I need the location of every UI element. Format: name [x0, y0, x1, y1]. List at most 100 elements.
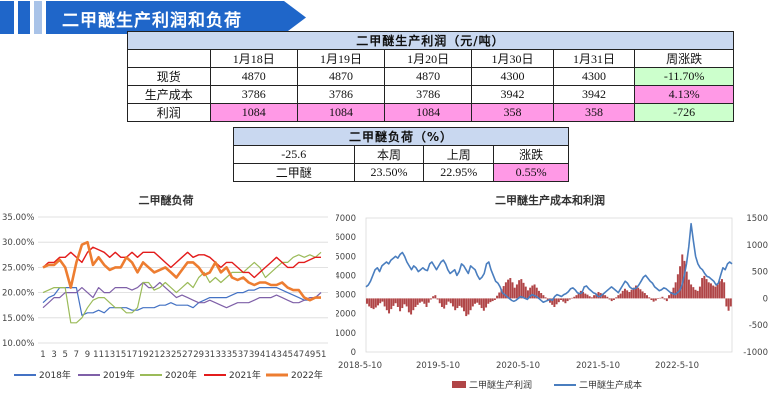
profit-bar [529, 287, 532, 299]
profit-bar [440, 298, 443, 307]
profit-bar [665, 298, 668, 302]
chart-title: 二甲醚生产成本和利润 [495, 193, 605, 207]
profit-bar [458, 298, 461, 306]
profit-bar [612, 298, 615, 301]
profit-bar [526, 290, 529, 299]
profit-bar [632, 287, 635, 299]
profit-bar [590, 297, 593, 299]
left-tick-label: 5000 [336, 252, 356, 262]
profit-col-header: 1月19日 [296, 49, 386, 68]
profit-bar [663, 298, 666, 300]
x-tick-label: 43 [271, 350, 282, 360]
profit-bar [485, 298, 488, 308]
table-cell: 4870 [296, 67, 386, 86]
x-tick-label: 15 [115, 350, 126, 360]
profit-bar [469, 298, 472, 311]
profit-bar [727, 298, 730, 311]
profit-bar [729, 298, 732, 307]
y-tick-label: 10.00% [2, 339, 34, 349]
profit-bar [557, 298, 560, 303]
profit-bar [463, 298, 465, 312]
profit-bar [418, 298, 421, 303]
profit-bar [513, 287, 516, 299]
x-tick-label: 35 [227, 350, 238, 360]
profit-bar [531, 285, 534, 299]
profit-bar [533, 284, 536, 299]
x-tick-label: 2021-5-10 [576, 361, 620, 371]
profit-table: 二甲醚生产利润（元/吨） 1月18日 1月19日 1月20日 1月30日 1月3… [127, 31, 734, 122]
profit-bar [714, 286, 717, 299]
legend-label: 2022年 [291, 369, 323, 381]
profit-bar [641, 291, 644, 299]
y-tick-label: 15.00% [2, 314, 34, 324]
change-cell: -11.70% [634, 67, 734, 86]
profit-col-header: 1月30日 [471, 49, 554, 68]
profit-table-title: 二甲醚生产利润（元/吨） [127, 31, 734, 50]
left-tick-label: 0 [351, 348, 356, 358]
x-tick-label: 5 [63, 350, 68, 360]
x-tick-label: 49 [304, 350, 315, 360]
series-line-2019年 [42, 281, 322, 309]
profit-bar [683, 260, 686, 299]
left-tick-label: 6000 [336, 233, 356, 243]
profit-bar [601, 294, 604, 299]
x-tick-label: 17 [127, 350, 138, 360]
table-cell: 4300 [471, 67, 554, 86]
profit-bar [687, 279, 690, 299]
table-cell: 1084 [384, 103, 473, 122]
profit-bar [652, 298, 655, 302]
x-tick-label: 47 [293, 350, 304, 360]
left-tick-label: 7000 [336, 214, 356, 224]
profit-bar [412, 298, 415, 311]
profit-bar [654, 298, 657, 301]
left-tick-label: 3000 [336, 291, 356, 301]
series-line-2022年 [42, 240, 321, 302]
profit-bar [425, 298, 428, 307]
banner-shape [0, 1, 306, 34]
profit-bar [712, 285, 715, 299]
change-cell: -726 [634, 103, 734, 122]
profit-bar [610, 298, 613, 302]
profit-bar [579, 290, 582, 299]
profit-bar [478, 298, 481, 305]
profit-bar [522, 282, 525, 299]
profit-bar [604, 295, 607, 299]
table-cell: 4300 [552, 67, 636, 86]
profit-bar [482, 298, 485, 311]
x-tick-label: 13 [104, 350, 115, 360]
profit-bar [562, 298, 565, 302]
table-cell: 3786 [384, 85, 473, 104]
profit-bar [410, 298, 413, 315]
x-tick-label: 39 [249, 350, 260, 360]
profit-bar [460, 298, 463, 308]
table-cell: 23.50% [353, 163, 425, 182]
profit-col-header: 1月31日 [552, 49, 636, 68]
x-tick-label: 45 [282, 350, 293, 360]
profit-bar [381, 298, 384, 302]
profit-bar [489, 298, 492, 303]
profit-bar [549, 298, 551, 303]
profit-bar [703, 275, 706, 299]
profit-bar [421, 298, 424, 302]
x-tick-label: 3 [51, 350, 56, 360]
profit-bar [566, 298, 569, 302]
profit-bar [639, 289, 642, 299]
profit-col-header: 周涨跌 [634, 49, 734, 68]
table-cell: 358 [552, 103, 636, 122]
profit-bar [617, 295, 620, 299]
x-tick-label: 1 [40, 350, 45, 360]
profit-bar [615, 297, 618, 299]
profit-bar [449, 298, 452, 304]
profit-bar [509, 278, 512, 299]
profit-bar [575, 295, 578, 299]
profit-bar [518, 280, 521, 299]
right-tick-label: 1000 [746, 241, 768, 251]
banner-small-block [18, 1, 30, 34]
x-tick-label: 11 [93, 350, 104, 360]
profit-bar [476, 298, 479, 303]
table-cell: 3942 [471, 85, 554, 104]
profit-bar [723, 282, 726, 299]
profit-bar [385, 298, 388, 311]
profit-bar [465, 298, 468, 317]
legend-label: 2019年 [103, 369, 135, 381]
